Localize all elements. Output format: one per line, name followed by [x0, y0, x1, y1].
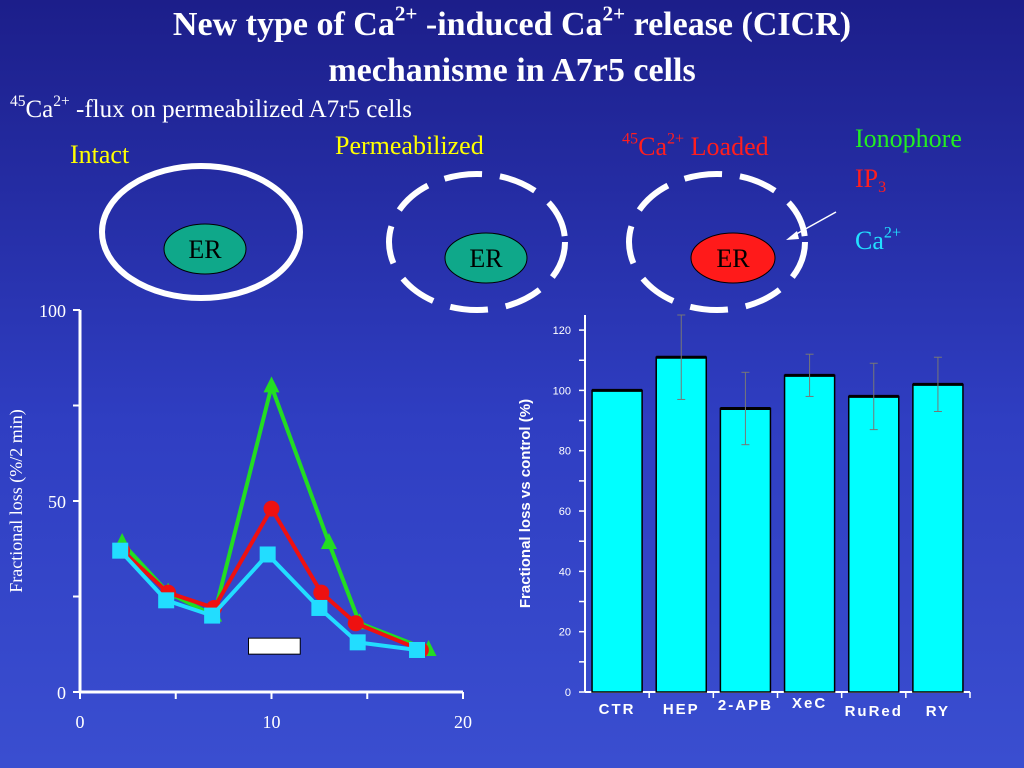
title-line-1: New type of Ca2+ -induced Ca2+ release (… — [172, 1, 852, 43]
bar-chart-y-tick-label: 80 — [559, 446, 571, 458]
line-chart: 0 50 100 0 10 20 Fractional loss (%/2 min) — [6, 301, 472, 732]
calcium-label: Ca2+ — [855, 224, 902, 255]
data-point — [311, 599, 328, 616]
stimulus-arrowhead — [786, 231, 799, 240]
bar-chart-y-tick-label: 60 — [559, 506, 571, 518]
er-loaded — [690, 232, 776, 284]
bar-chart-category-label: CTR — [599, 701, 636, 718]
er-permeabilized-label: ER — [469, 244, 503, 273]
data-point — [204, 607, 221, 624]
er-permeabilized — [444, 232, 528, 284]
data-point — [409, 641, 426, 658]
stimulus-arrow — [790, 211, 837, 238]
line-chart-y-tick-label: 50 — [48, 492, 66, 512]
permeabilized-cell-membrane — [386, 171, 568, 313]
bar-chart: 0 20 40 60 80 100 120 CTR HEP 2-APB XeC RuRed RY Fra… — [517, 314, 971, 720]
bar-2-apb — [719, 407, 772, 693]
loaded-cell-membrane — [626, 171, 808, 313]
intact-label: Intact — [70, 140, 130, 169]
bar-chart-y-tick-label: 100 — [553, 385, 571, 397]
line-chart-y-tick-label: 100 — [39, 301, 66, 321]
er-loaded-label: ER — [716, 244, 750, 273]
bar-chart-bars — [591, 314, 964, 693]
stimulus-bar — [248, 637, 301, 655]
bar-chart-category-label: HEP — [663, 701, 700, 718]
line-chart-series — [112, 376, 437, 658]
data-point — [320, 533, 337, 550]
bar-xec — [783, 374, 836, 693]
subtitle: 45Ca2+ -flux on permeabilized A7r5 cells — [10, 93, 413, 123]
line-chart-x-tick-label: 20 — [454, 712, 472, 732]
data-point — [263, 376, 280, 393]
data-point — [112, 542, 129, 559]
data-point — [313, 584, 330, 601]
data-point — [349, 634, 366, 651]
title-line-2: mechanisme in A7r5 cells — [328, 52, 696, 89]
bar-chart-y-tick-label: 120 — [553, 325, 571, 337]
data-point — [347, 615, 364, 632]
bar-ry — [912, 383, 964, 693]
line-chart-y-tick-label: 0 — [57, 683, 66, 703]
bar-chart-y-tick-label: 40 — [559, 566, 571, 578]
bar-chart-y-tick-label: 0 — [565, 687, 571, 699]
bar-chart-y-tick-label: 20 — [559, 627, 571, 639]
data-point — [259, 546, 276, 563]
er-intact-label: ER — [188, 235, 222, 264]
ip3-label: IP3 — [855, 164, 887, 196]
data-point — [158, 592, 175, 609]
er-intact — [163, 223, 247, 275]
ionophore-label: Ionophore — [855, 124, 962, 153]
line-chart-x-tick-label: 10 — [263, 712, 281, 732]
permeabilized-label: Permeabilized — [335, 131, 484, 160]
bar-chart-axes: 0 20 40 60 80 100 120 CTR HEP 2-APB XeC RuRed RY — [553, 315, 971, 720]
bar-ctr — [591, 389, 643, 693]
bar-hep — [655, 356, 708, 693]
loaded-label: 45Ca2+ Loaded — [622, 130, 769, 161]
bar-rured — [847, 395, 900, 693]
bar-chart-category-label: XeC — [792, 695, 827, 712]
bar-chart-y-label: Fractional loss vs control (%) — [517, 399, 534, 608]
bar-chart-category-label: RuRed — [845, 703, 903, 720]
slide-title: New type of Ca2+ -induced Ca2+ release (… — [0, 2, 1024, 94]
bar-chart-category-label: RY — [926, 703, 950, 720]
bar-chart-category-label: 2-APB — [718, 697, 773, 714]
data-point — [263, 500, 280, 517]
line-chart-axes: 0 50 100 0 10 20 — [39, 301, 472, 732]
cell-diagram: ER ER ER — [99, 163, 837, 313]
line-chart-x-tick-label: 0 — [76, 712, 85, 732]
line-chart-y-label: Fractional loss (%/2 min) — [6, 409, 27, 592]
intact-cell-membrane — [99, 163, 303, 301]
